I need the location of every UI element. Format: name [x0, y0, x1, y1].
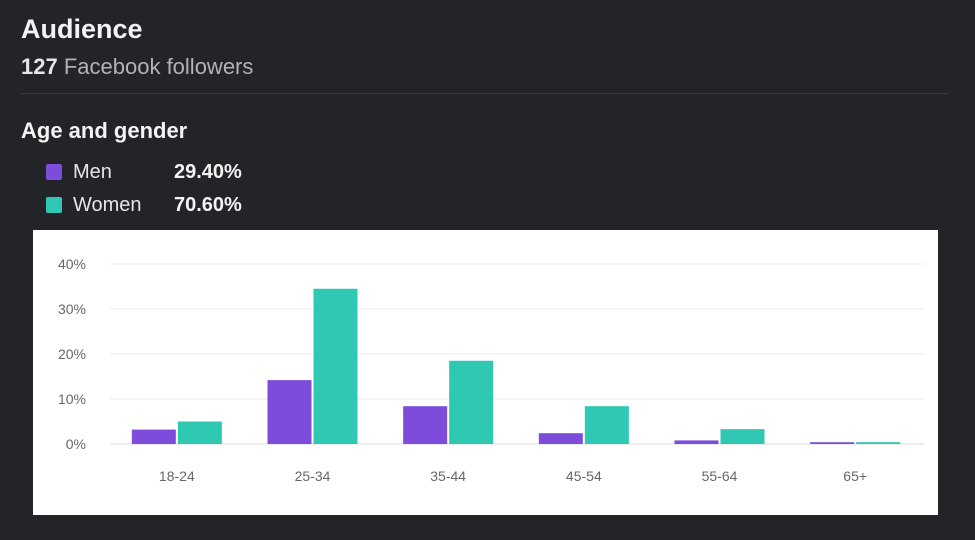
bar-men-45-54 — [538, 433, 583, 444]
age-gender-bar-chart: 0% 10% 20% 30% 40% 18-24 25-34 35-44 45-54 55-64 6… — [58, 256, 924, 484]
legend-value-men: 29.40% — [174, 160, 242, 183]
x-tick-label: 65+ — [843, 468, 867, 484]
bar-men-25-34 — [267, 380, 312, 444]
bar-men-55-64 — [674, 440, 719, 444]
section-title: Age and gender — [21, 118, 188, 143]
y-tick-label: 0% — [66, 436, 86, 452]
bar-women-65plus — [856, 442, 901, 444]
y-tick-label: 10% — [58, 391, 86, 407]
x-tick-label: 18-24 — [159, 468, 195, 484]
bar-women-25-34 — [313, 288, 358, 444]
legend-swatch-women — [46, 197, 62, 213]
follower-summary: 127 Facebook followers — [21, 54, 253, 80]
legend-label-women: Women — [73, 193, 142, 216]
legend-label-men: Men — [73, 160, 112, 183]
bar-women-35-44 — [449, 360, 494, 444]
bar-men-18-24 — [131, 429, 176, 444]
bar-women-45-54 — [584, 406, 629, 444]
x-tick-label: 45-54 — [566, 468, 602, 484]
legend-swatch-men — [46, 164, 62, 180]
x-tick-label: 35-44 — [430, 468, 466, 484]
chart-panel: 0% 10% 20% 30% 40% 18-24 25-34 35-44 45-54 55-64 6… — [33, 230, 938, 515]
bar-women-55-64 — [720, 429, 765, 444]
bar-men-65plus — [810, 442, 855, 444]
page-title: Audience — [21, 14, 143, 44]
legend-item-men: Men 29.40% — [46, 159, 242, 185]
x-tick-label: 55-64 — [702, 468, 738, 484]
legend-value-women: 70.60% — [174, 193, 242, 216]
legend-item-women: Women 70.60% — [46, 192, 242, 218]
bar-men-35-44 — [403, 406, 448, 444]
divider — [21, 93, 949, 94]
x-tick-label: 25-34 — [295, 468, 331, 484]
follower-label: Facebook followers — [63, 54, 254, 79]
follower-count: 127 — [21, 54, 58, 79]
y-tick-label: 30% — [58, 301, 86, 317]
bar-women-18-24 — [177, 421, 222, 444]
y-tick-label: 20% — [58, 346, 86, 362]
y-tick-label: 40% — [58, 256, 86, 272]
